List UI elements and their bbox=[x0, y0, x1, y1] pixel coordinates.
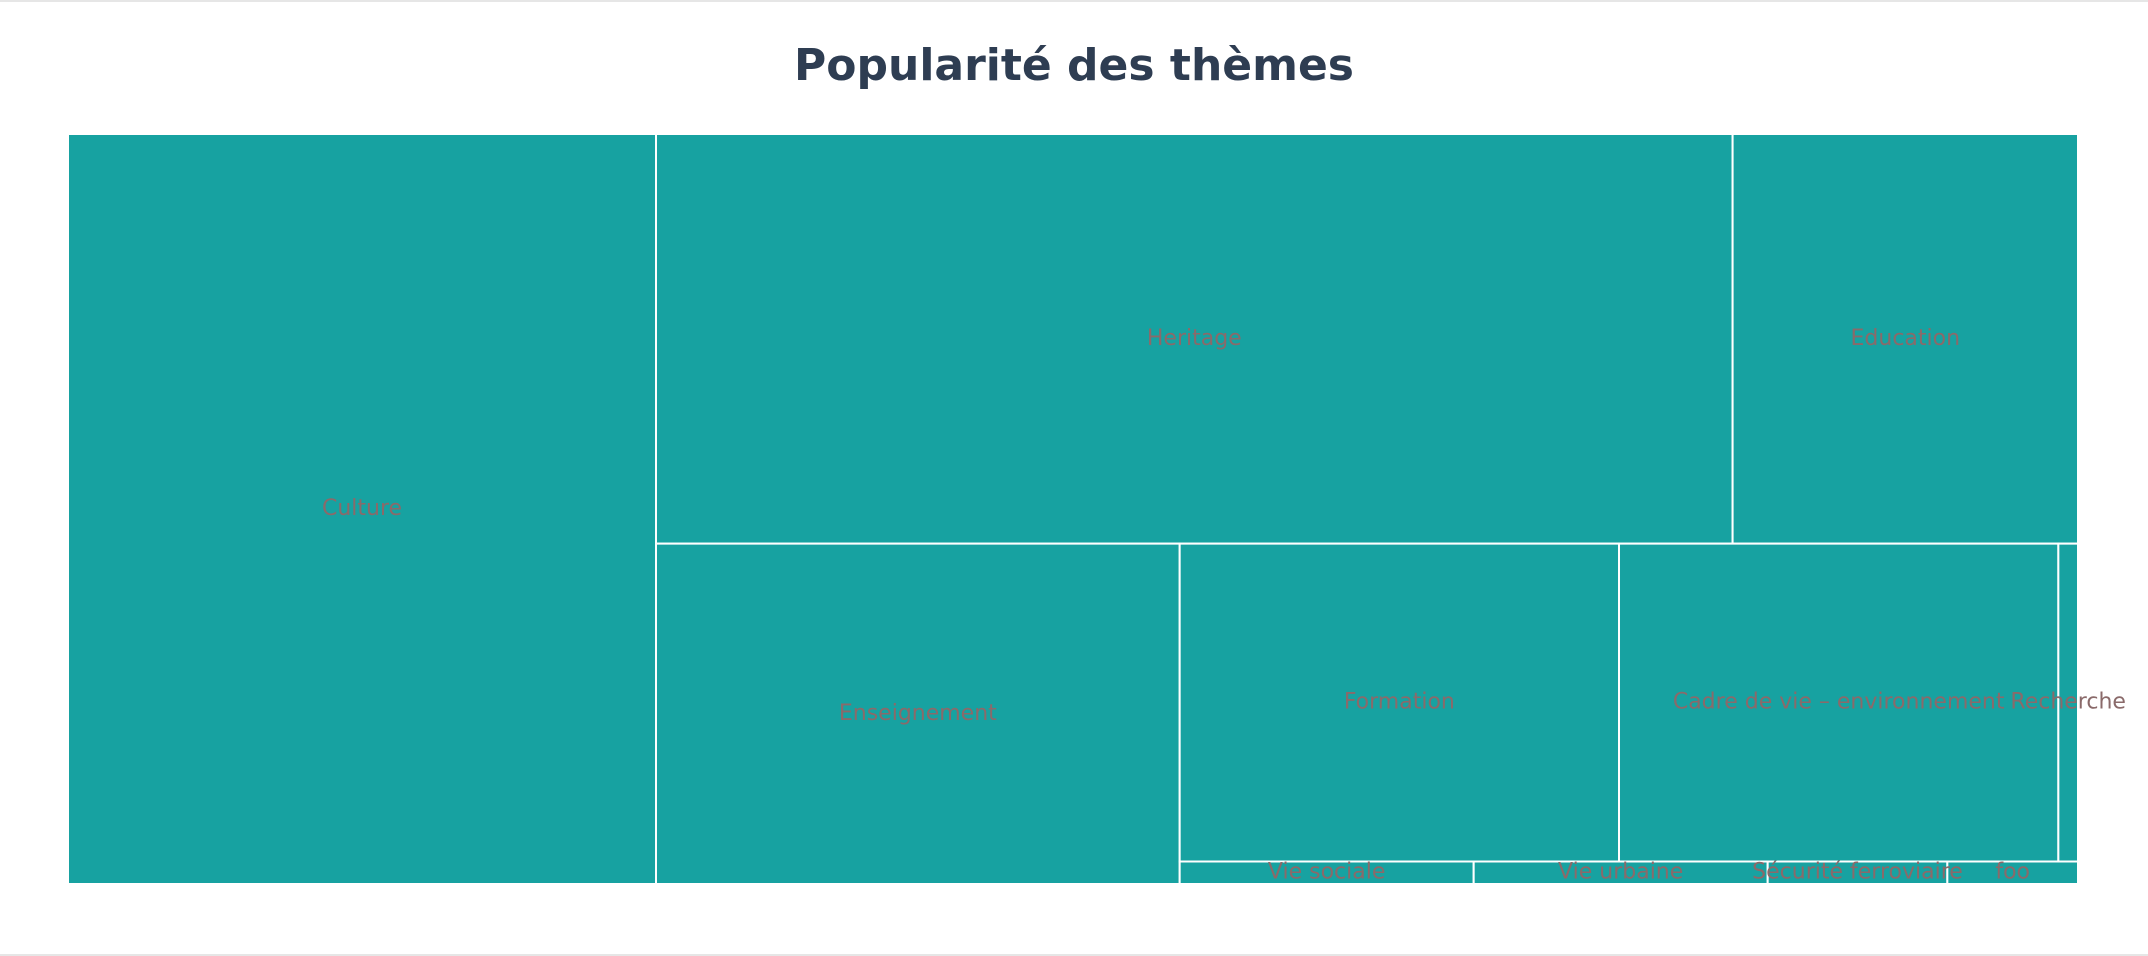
tile-foo[interactable] bbox=[1946, 860, 2079, 886]
tile-culture[interactable] bbox=[67, 133, 658, 885]
tile-label-culture: Culture bbox=[322, 496, 402, 521]
tile-label-cadre-de-vie-environnement: Cadre de vie – environnement bbox=[1673, 690, 2005, 715]
tile-label-vie-urbaine: Vie urbaine bbox=[1558, 860, 1683, 885]
tile-label-formation: Formation bbox=[1344, 690, 1455, 715]
tile-label-enseignement: Enseignement bbox=[839, 701, 997, 726]
tile-label-foo: foo bbox=[1995, 860, 2030, 885]
tile-heritage[interactable] bbox=[655, 133, 1734, 545]
tile-education[interactable] bbox=[1731, 133, 2079, 545]
tile-label-vie-sociale: Vie sociale bbox=[1268, 860, 1385, 885]
chart-title: Popularité des thèmes bbox=[794, 40, 1354, 91]
tile-label-recherche: Recherche bbox=[2010, 690, 2126, 715]
tile-label-heritage: Heritage bbox=[1147, 326, 1242, 351]
tile-enseignement[interactable] bbox=[655, 542, 1181, 885]
tile-label-education: Education bbox=[1851, 326, 1961, 351]
tile-label-securite-ferroviaire: Sécurité ferroviaire bbox=[1752, 860, 1963, 885]
